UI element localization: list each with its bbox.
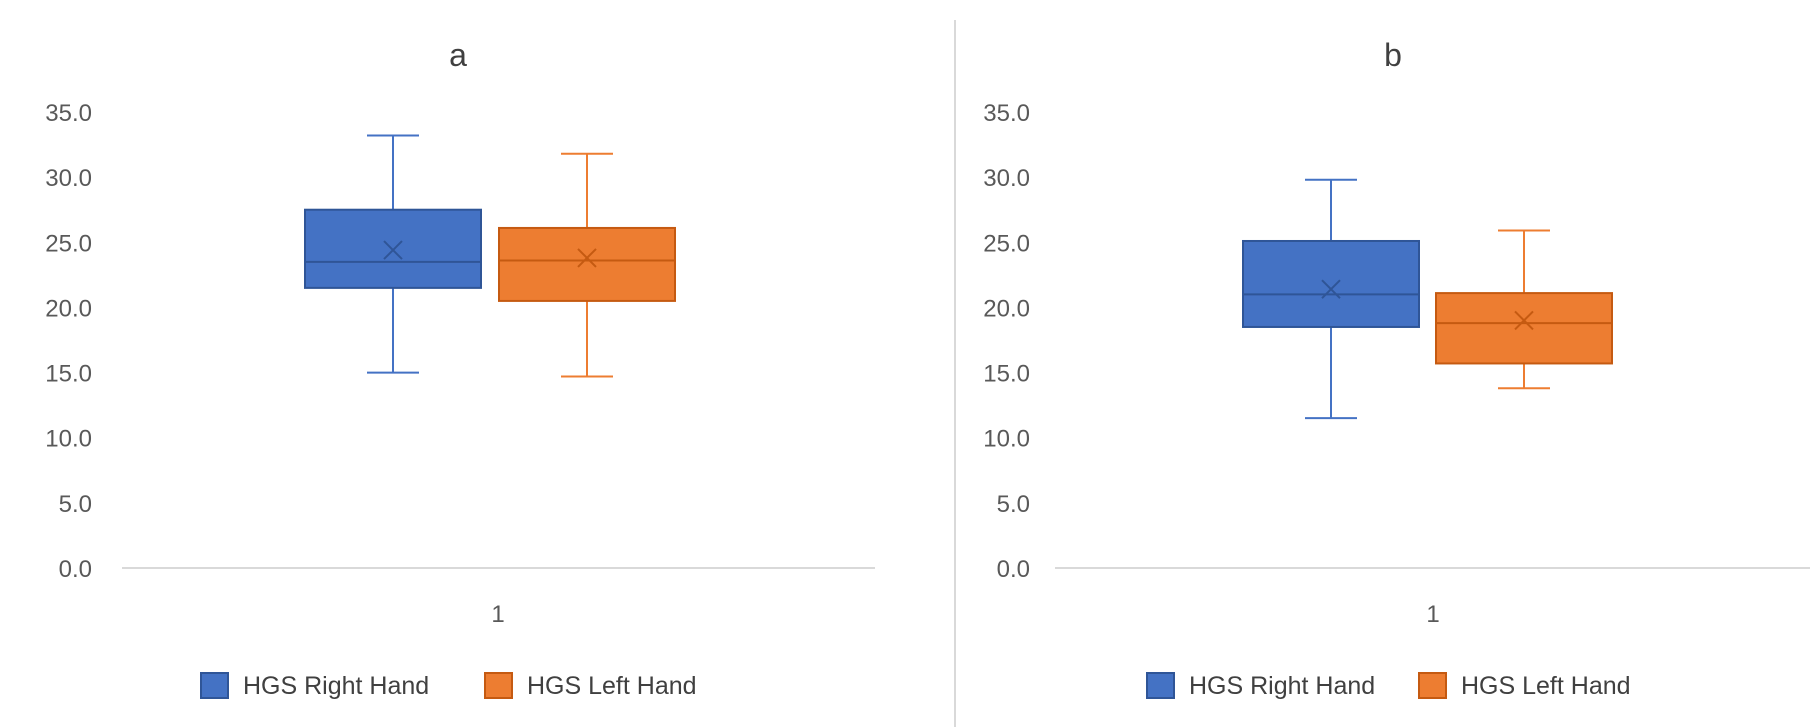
y-tick-label: 20.0 [45,295,92,322]
box-hgs-right-hand [304,134,482,374]
y-axis: 0.0 5.0 10.0 15.0 20.0 25.0 30.0 35.0 [983,100,1030,583]
mean-marker [383,240,403,260]
legend: HGS Right Hand HGS Left Hand [1146,672,1631,700]
y-tick-label: 30.0 [983,165,1030,192]
box-hgs-left-hand [1435,229,1613,390]
x-tick-label: 1 [491,601,504,628]
y-tick-label: 20.0 [983,295,1030,322]
legend-swatch-right-hand [200,672,229,699]
y-tick-label: 0.0 [997,556,1030,583]
legend-swatch-left-hand [484,672,513,699]
iqr-box [1242,239,1420,328]
box-plot-marks [304,134,676,378]
legend-item-left-hand: HGS Left Hand [1418,672,1631,700]
y-tick-label: 10.0 [45,426,92,453]
legend-item-right-hand: HGS Right Hand [200,672,429,700]
legend-label-right-hand: HGS Right Hand [1189,672,1375,700]
y-tick-label: 15.0 [45,361,92,388]
box-hgs-right-hand [1242,178,1420,420]
y-tick-label: 25.0 [45,230,92,257]
mean-marker [577,248,597,268]
legend-item-right-hand: HGS Right Hand [1146,672,1375,700]
y-tick-label: 15.0 [983,361,1030,388]
legend-swatch-right-hand [1146,672,1175,699]
chart-title: b [1384,37,1402,73]
box-hgs-left-hand [498,152,676,378]
legend-swatch-left-hand [1418,672,1447,699]
y-tick-label: 0.0 [59,556,92,583]
legend-label-left-hand: HGS Left Hand [1461,672,1631,700]
y-tick-label: 35.0 [45,100,92,127]
y-tick-label: 30.0 [45,165,92,192]
chart-panel-b: b 0.0 5.0 10.0 15.0 20.0 25.0 30.0 35.0 1 HGS R… [983,37,1810,700]
mean-marker [1514,310,1534,331]
y-tick-label: 5.0 [997,491,1030,518]
box-plot-marks [1242,178,1613,420]
legend-label-right-hand: HGS Right Hand [243,672,429,700]
y-tick-label: 10.0 [983,426,1030,453]
y-tick-label: 25.0 [983,230,1030,257]
legend: HGS Right Hand HGS Left Hand [200,672,697,700]
legend-item-left-hand: HGS Left Hand [484,672,697,700]
chart-panel-a: a 0.0 5.0 10.0 15.0 20.0 25.0 30.0 35.0 1 HGS R… [45,37,875,700]
iqr-box [498,226,676,302]
y-axis: 0.0 5.0 10.0 15.0 20.0 25.0 30.0 35.0 [45,100,92,583]
iqr-box [304,208,482,289]
y-tick-label: 5.0 [59,491,92,518]
chart-title: a [449,37,467,73]
x-tick-label: 1 [1426,601,1439,628]
iqr-box [1435,292,1613,365]
legend-label-left-hand: HGS Left Hand [527,672,697,700]
mean-marker [1321,279,1341,299]
y-tick-label: 35.0 [983,100,1030,127]
